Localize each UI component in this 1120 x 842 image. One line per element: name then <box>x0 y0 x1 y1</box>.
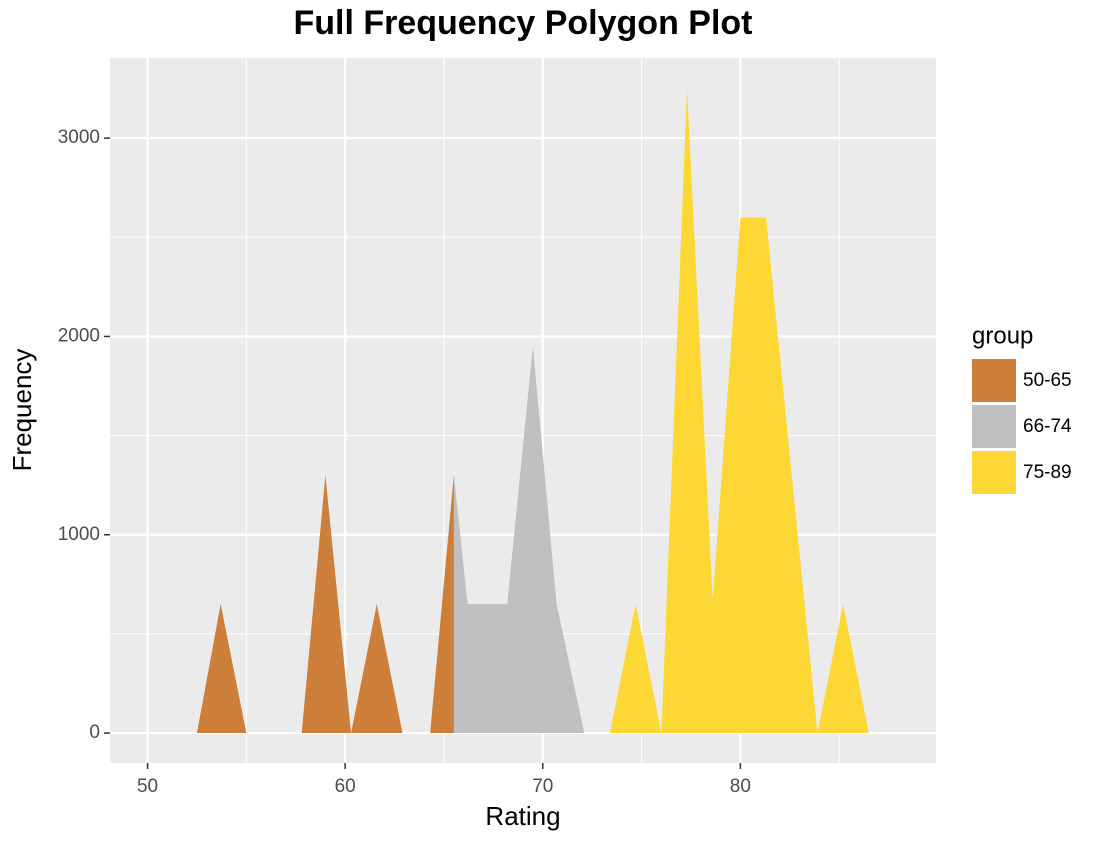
legend-label: 66-74 <box>1023 416 1072 437</box>
x-tick-label: 70 <box>532 776 553 797</box>
area <box>609 88 869 734</box>
y-tick-label: 3000 <box>58 127 100 148</box>
legend-swatch <box>972 451 1016 494</box>
legend-label: 50-65 <box>1023 370 1072 391</box>
legend-title: group <box>972 322 1033 349</box>
area <box>196 475 480 734</box>
legend-label: 75-89 <box>1023 462 1072 483</box>
x-tick-label: 60 <box>335 776 356 797</box>
legend-swatch <box>972 359 1016 402</box>
x-tick-label: 50 <box>137 776 158 797</box>
y-tick-label: 1000 <box>58 524 100 545</box>
legend-swatch <box>972 405 1016 448</box>
x-tick-label: 80 <box>730 776 751 797</box>
chart-title: Full Frequency Polygon Plot <box>293 4 752 42</box>
y-axis-label: Frequency <box>7 349 37 472</box>
y-tick-label: 2000 <box>58 325 100 346</box>
y-tick-label: 0 <box>89 722 100 743</box>
area <box>453 346 585 734</box>
x-axis-label: Rating <box>485 801 560 831</box>
